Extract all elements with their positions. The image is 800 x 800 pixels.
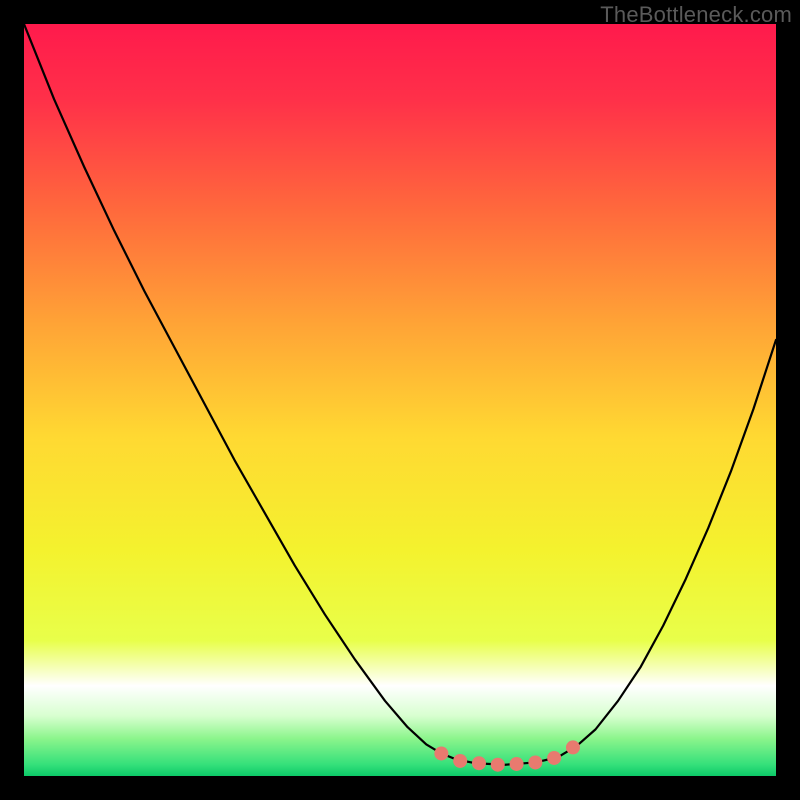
trough-marker [510,757,524,771]
trough-marker [434,746,448,760]
trough-marker [472,756,486,770]
trough-marker [491,758,505,772]
trough-marker [566,740,580,754]
plot-area [24,24,776,776]
trough-marker [453,754,467,768]
trough-marker [528,755,542,769]
chart-svg [24,24,776,776]
gradient-background [24,24,776,776]
trough-marker [547,751,561,765]
chart-frame: TheBottleneck.com [0,0,800,800]
